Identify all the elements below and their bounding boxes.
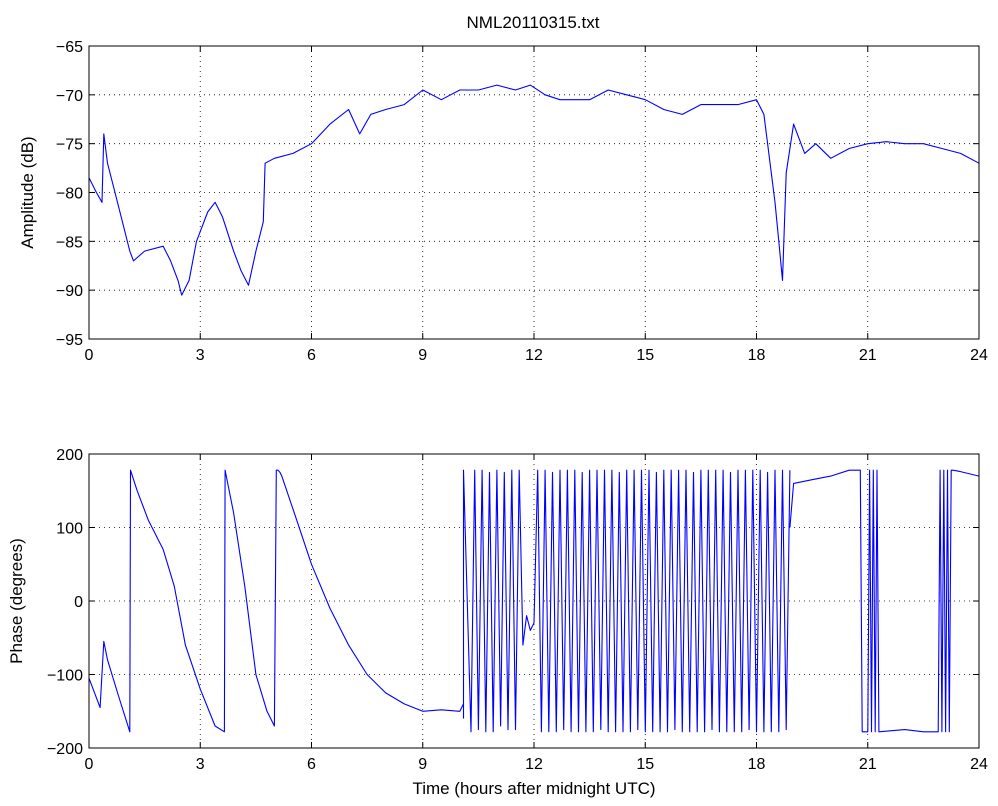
y-tick-label: −65 [56,39,83,56]
x-tick-label: 3 [196,756,205,773]
x-tick-label: 3 [196,347,205,364]
y-tick-label: −95 [56,332,83,349]
figure-title: NML20110315.txt [467,13,600,32]
y-tick-label: −200 [47,741,83,758]
y-tick-label: −70 [56,88,83,105]
y-tick-label: −80 [56,186,83,203]
phase-x-axis-label: Time (hours after midnight UTC) [412,779,655,798]
x-tick-label: 15 [636,347,654,364]
x-tick-label: 15 [636,756,654,773]
x-tick-label: 24 [970,756,988,773]
phase-y-axis-label: Phase (degrees) [7,538,26,664]
x-tick-label: 18 [748,756,766,773]
y-tick-label: 200 [56,447,83,464]
x-tick-label: 24 [970,347,988,364]
y-tick-label: −75 [56,137,83,154]
x-tick-label: 12 [525,756,543,773]
series-line [89,470,464,732]
y-tick-label: 0 [74,594,83,611]
x-tick-label: 0 [85,756,94,773]
y-tick-label: −100 [47,668,83,685]
series-line [464,470,790,732]
x-tick-label: 9 [418,347,427,364]
y-tick-label: −90 [56,283,83,300]
x-tick-label: 12 [525,347,543,364]
phase-panel: 0 3 6 9 12 15 18 21 24 −200 −100 0 100 200 Phase (deg… [7,447,988,798]
x-tick-label: 0 [85,347,94,364]
x-tick-label: 21 [859,756,877,773]
x-tick-label: 21 [859,347,877,364]
amplitude-y-axis-label: Amplitude (dB) [18,136,37,248]
x-tick-label: 18 [748,347,766,364]
amplitude-grid [89,46,979,339]
y-tick-label: 100 [56,521,83,538]
amplitude-panel: 0 3 6 9 12 15 18 21 24 −95 −90 −85 −80 −75 −70 −65 Ampl… [18,39,988,364]
x-tick-label: 6 [307,756,316,773]
y-tick-label: −85 [56,234,83,251]
x-tick-label: 6 [307,347,316,364]
x-tick-label: 9 [418,756,427,773]
